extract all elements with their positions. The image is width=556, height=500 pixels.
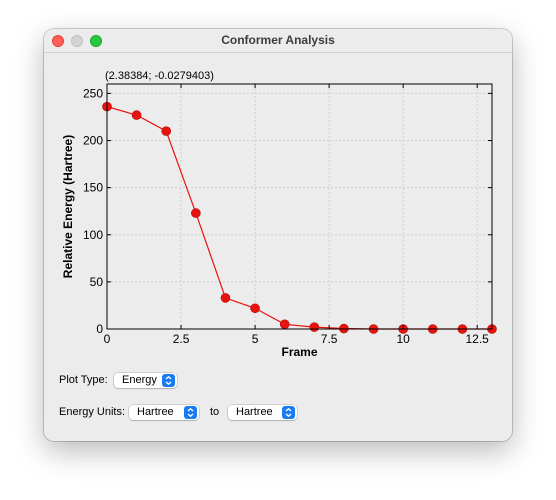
to-unit-value: Hartree [236, 406, 273, 418]
energy-units-label: Energy Units: [59, 406, 126, 418]
x-tick-label: 0 [104, 332, 111, 346]
minimize-window-button[interactable] [71, 35, 83, 47]
zoom-window-button[interactable] [90, 35, 102, 47]
plot-type-label: Plot Type: [59, 374, 108, 386]
plot-ticks: 0 2.5 5 7.5 10 12.5 0 50 100 150 200 250 [83, 84, 492, 346]
title-bar: Conformer Analysis [44, 29, 512, 53]
chevron-up-down-icon [162, 374, 175, 387]
chevron-up-down-icon [282, 406, 295, 419]
y-tick-label: 250 [83, 86, 103, 100]
plot-series [102, 101, 497, 334]
window-title: Conformer Analysis [221, 33, 335, 47]
data-point[interactable] [279, 319, 290, 330]
data-point[interactable] [220, 293, 231, 303]
chevron-up-down-icon [184, 406, 197, 419]
y-tick-label: 100 [83, 228, 103, 242]
x-tick-label: 2.5 [173, 332, 190, 346]
x-tick-label: 5 [252, 332, 259, 346]
to-unit-select[interactable]: Hartree [228, 405, 297, 420]
y-tick-label: 50 [90, 275, 104, 289]
x-tick-label: 10 [396, 332, 410, 346]
data-point[interactable] [161, 126, 172, 136]
energy-plot[interactable]: 0 2.5 5 7.5 10 12.5 0 50 100 150 200 250 Frame Rela… [44, 29, 512, 369]
from-unit-value: Hartree [137, 406, 174, 418]
plot-frame [106, 83, 493, 330]
x-tick-label: 7.5 [321, 332, 338, 346]
plot-grid [107, 84, 492, 329]
x-axis-label: Frame [281, 345, 317, 359]
y-tick-label: 150 [83, 181, 103, 195]
close-window-button[interactable] [52, 35, 64, 47]
plot-type-value: Energy [122, 374, 157, 386]
series-line [106, 106, 492, 330]
conformer-analysis-window: Conformer Analysis (2.38384; -0.0279403)… [44, 29, 512, 441]
plot-type-select[interactable]: Energy [114, 373, 177, 388]
data-point[interactable] [131, 110, 142, 120]
data-point[interactable] [309, 322, 320, 332]
y-tick-label: 0 [96, 322, 103, 336]
y-axis-label: Relative Energy (Hartree) [61, 135, 75, 278]
x-tick-label: 12.5 [466, 332, 490, 346]
to-label: to [210, 406, 220, 418]
y-tick-label: 200 [83, 134, 103, 148]
data-point[interactable] [191, 208, 201, 218]
data-point[interactable] [250, 303, 260, 314]
from-unit-select[interactable]: Hartree [129, 405, 199, 420]
coordinate-readout: (2.38384; -0.0279403) [105, 70, 214, 82]
